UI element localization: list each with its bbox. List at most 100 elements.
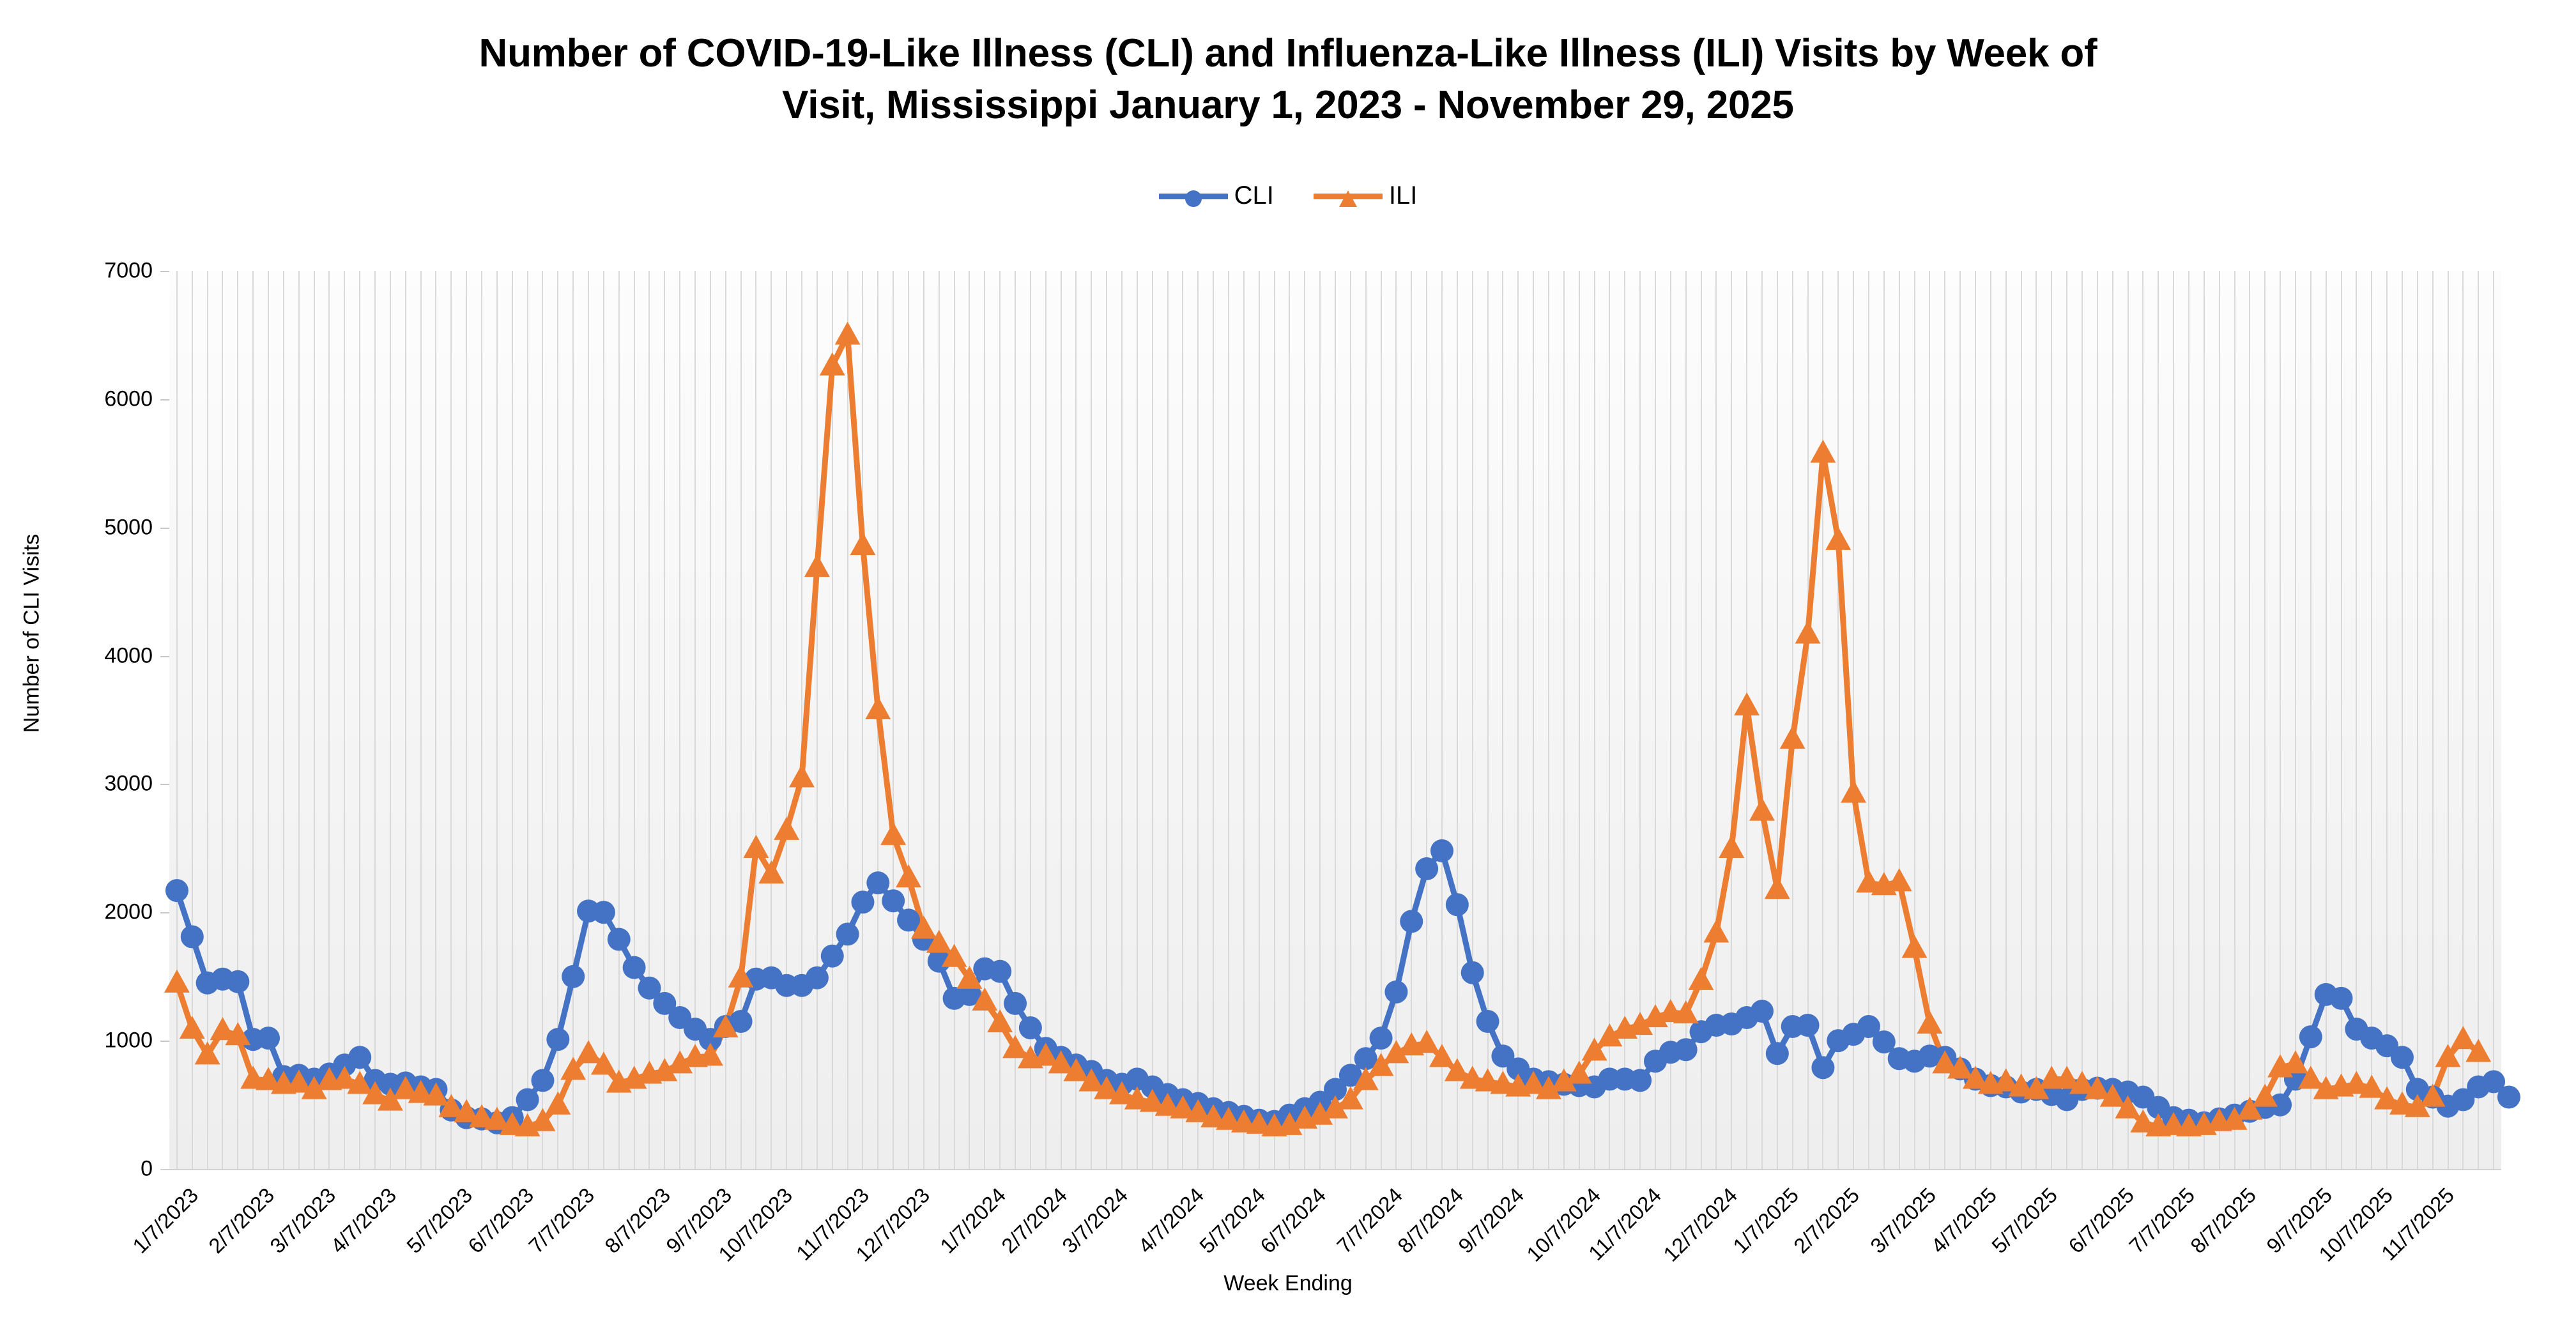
data-point-ili[interactable] <box>1337 1086 1363 1110</box>
data-point-ili[interactable] <box>1810 439 1836 463</box>
data-point-cli[interactable] <box>653 991 677 1015</box>
data-point-cli[interactable] <box>2482 1070 2506 1094</box>
data-point-ili[interactable] <box>819 352 845 376</box>
data-point-ili[interactable] <box>1963 1065 1988 1089</box>
data-point-ili[interactable] <box>1246 1110 1272 1134</box>
data-point-cli[interactable] <box>1369 1027 1393 1050</box>
data-point-ili[interactable] <box>1719 834 1745 858</box>
data-point-ili[interactable] <box>1216 1106 1241 1130</box>
data-point-ili[interactable] <box>1673 1000 1699 1024</box>
data-point-ili[interactable] <box>1139 1088 1165 1112</box>
data-point-ili[interactable] <box>1230 1109 1257 1133</box>
data-point-ili[interactable] <box>1841 779 1867 803</box>
data-point-ili[interactable] <box>1109 1081 1135 1104</box>
data-point-ili[interactable] <box>1597 1023 1623 1047</box>
data-point-cli[interactable] <box>1460 961 1484 984</box>
data-point-cli[interactable] <box>607 928 631 951</box>
data-point-cli[interactable] <box>820 944 844 968</box>
data-point-ili[interactable] <box>286 1069 312 1093</box>
data-point-cli[interactable] <box>1430 839 1453 862</box>
data-point-cli[interactable] <box>180 925 204 949</box>
data-point-cli[interactable] <box>622 956 646 979</box>
data-point-ili[interactable] <box>1627 1012 1653 1035</box>
data-point-ili[interactable] <box>1414 1030 1440 1053</box>
data-point-ili[interactable] <box>834 321 861 345</box>
data-point-cli[interactable] <box>1491 1044 1515 1068</box>
data-point-ili[interactable] <box>1764 876 1790 899</box>
data-point-cli[interactable] <box>1476 1010 1499 1034</box>
data-point-ili[interactable] <box>1581 1037 1607 1061</box>
data-point-ili[interactable] <box>865 696 891 720</box>
data-point-ili[interactable] <box>1779 726 1805 749</box>
legend-item-ili[interactable]: ILI <box>1313 183 1417 208</box>
data-point-ili[interactable] <box>2023 1076 2050 1099</box>
data-point-cli[interactable] <box>1400 910 1423 933</box>
data-point-ili[interactable] <box>256 1067 282 1090</box>
data-point-ili[interactable] <box>926 929 952 953</box>
data-point-ili[interactable] <box>2115 1095 2141 1119</box>
data-point-cli[interactable] <box>348 1046 372 1069</box>
data-point-ili[interactable] <box>1032 1042 1059 1066</box>
data-point-ili[interactable] <box>2374 1086 2400 1110</box>
data-point-ili[interactable] <box>1917 1011 1943 1034</box>
data-point-ili[interactable] <box>2237 1096 2263 1120</box>
data-point-ili[interactable] <box>1459 1065 1485 1089</box>
data-point-ili[interactable] <box>301 1076 327 1099</box>
data-point-ili[interactable] <box>2297 1065 2324 1089</box>
data-point-cli[interactable] <box>2329 986 2353 1010</box>
data-point-cli[interactable] <box>1811 1056 1835 1080</box>
data-point-ili[interactable] <box>2008 1073 2034 1097</box>
data-point-ili[interactable] <box>789 764 815 788</box>
data-point-ili[interactable] <box>972 987 998 1011</box>
data-point-ili[interactable] <box>423 1082 449 1106</box>
data-point-cli[interactable] <box>516 1088 539 1111</box>
data-point-cli[interactable] <box>1796 1014 1820 1037</box>
data-point-cli[interactable] <box>562 965 585 988</box>
data-point-cli[interactable] <box>1765 1042 1789 1065</box>
data-point-cli[interactable] <box>1354 1047 1377 1071</box>
data-point-ili[interactable] <box>1307 1101 1333 1125</box>
data-point-ili[interactable] <box>697 1042 723 1066</box>
data-point-cli[interactable] <box>1004 991 1027 1015</box>
data-point-ili[interactable] <box>1002 1035 1028 1058</box>
data-point-ili[interactable] <box>1932 1050 1958 1074</box>
data-point-ili[interactable] <box>454 1099 480 1122</box>
data-point-cli[interactable] <box>1750 999 1774 1023</box>
data-point-ili[interactable] <box>728 964 754 988</box>
data-point-ili[interactable] <box>712 1014 739 1038</box>
data-point-cli[interactable] <box>2299 1025 2322 1049</box>
data-point-ili[interactable] <box>1353 1067 1379 1090</box>
data-point-ili[interactable] <box>1536 1076 1561 1099</box>
data-point-ili[interactable] <box>2450 1026 2476 1050</box>
data-point-ili[interactable] <box>2252 1083 2278 1107</box>
data-point-ili[interactable] <box>1383 1040 1409 1064</box>
data-point-cli[interactable] <box>1629 1069 1652 1092</box>
data-point-ili[interactable] <box>225 1022 251 1046</box>
data-point-ili[interactable] <box>880 821 907 845</box>
data-point-ili[interactable] <box>1444 1058 1470 1081</box>
data-point-ili[interactable] <box>2419 1083 2446 1107</box>
data-point-cli[interactable] <box>2497 1085 2520 1109</box>
data-point-ili[interactable] <box>1521 1071 1547 1094</box>
data-point-ili[interactable] <box>1078 1068 1105 1092</box>
legend-item-cli[interactable]: CLI <box>1158 183 1274 208</box>
data-point-ili[interactable] <box>2343 1071 2370 1094</box>
data-point-ili[interactable] <box>774 816 800 840</box>
data-point-ili[interactable] <box>1048 1050 1074 1074</box>
data-point-ili[interactable] <box>1063 1058 1089 1081</box>
data-point-ili[interactable] <box>590 1051 617 1075</box>
data-point-cli[interactable] <box>897 908 921 932</box>
data-point-ili[interactable] <box>1825 526 1851 550</box>
data-point-ili[interactable] <box>2084 1076 2110 1099</box>
data-point-ili[interactable] <box>469 1104 495 1127</box>
data-point-ili[interactable] <box>1322 1095 1348 1119</box>
data-point-cli[interactable] <box>226 970 250 993</box>
data-point-ili[interactable] <box>332 1065 358 1089</box>
data-point-cli[interactable] <box>1674 1038 1698 1062</box>
data-point-ili[interactable] <box>210 1017 236 1041</box>
data-point-ili[interactable] <box>956 965 983 989</box>
data-point-ili[interactable] <box>576 1040 601 1064</box>
data-point-ili[interactable] <box>1154 1092 1181 1116</box>
data-point-ili[interactable] <box>743 834 769 858</box>
data-point-ili[interactable] <box>2054 1065 2080 1089</box>
